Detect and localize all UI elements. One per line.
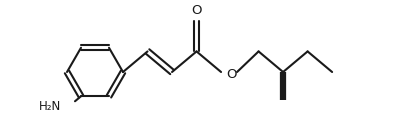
- Text: H₂N: H₂N: [39, 100, 61, 113]
- Text: O: O: [226, 67, 237, 80]
- Text: O: O: [191, 4, 202, 18]
